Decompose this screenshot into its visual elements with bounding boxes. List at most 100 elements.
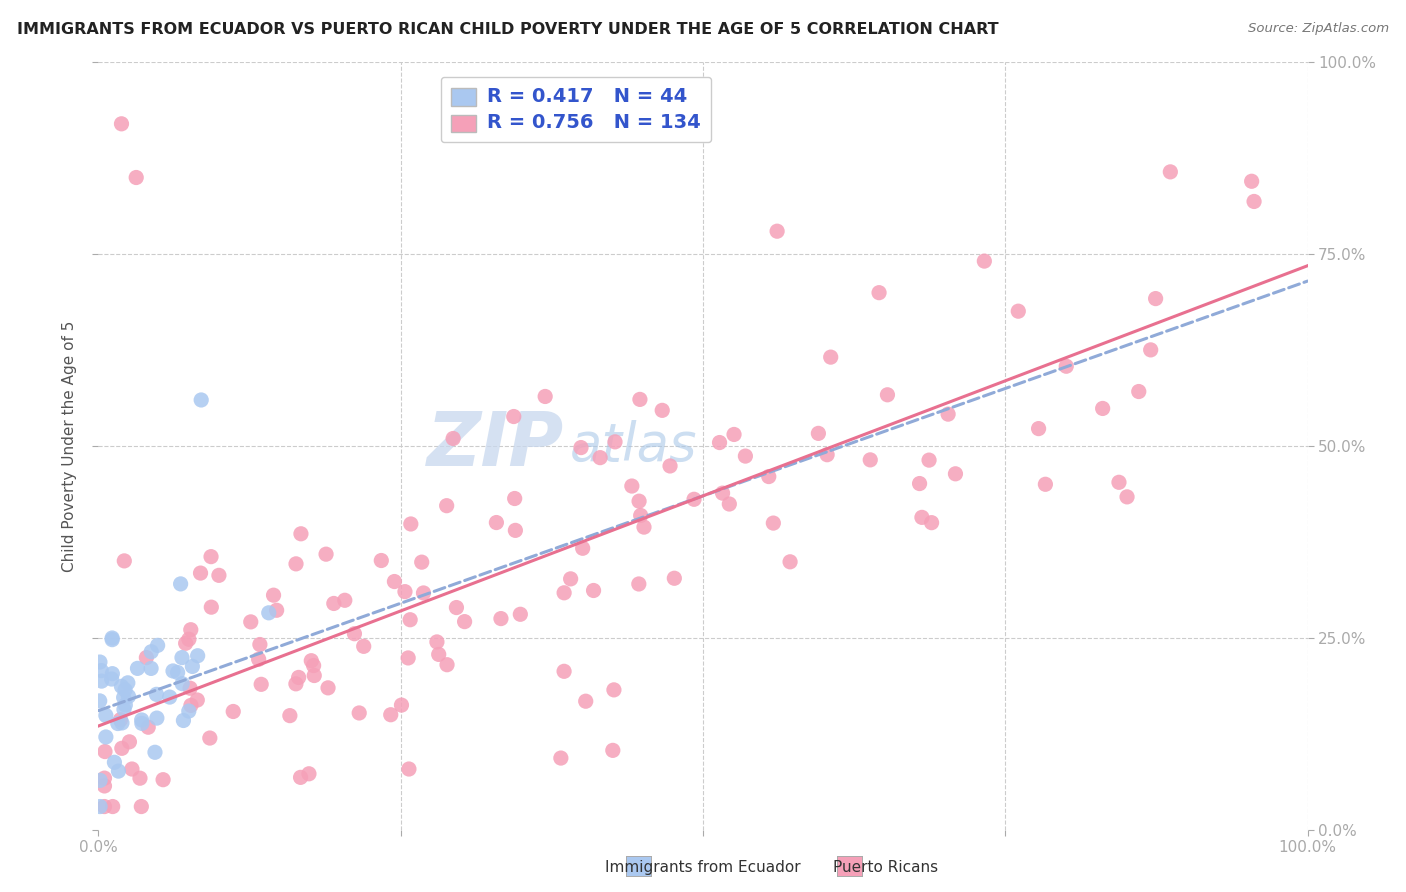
Point [94,708,117,723]
Point [247,652,270,666]
Point [114,682,136,697]
Point [489,611,512,625]
Point [169,577,191,591]
Point [170,650,193,665]
Point [779,555,801,569]
Point [1116,490,1139,504]
Point [107,764,129,778]
Point [249,638,271,652]
Point [112,690,135,705]
Point [628,494,651,508]
Point [1035,477,1057,491]
Point [110,713,132,727]
Point [441,432,464,446]
Point [627,577,650,591]
Point [93,799,115,814]
Point [298,766,321,780]
Point [502,409,524,424]
Text: atlas: atlas [569,420,697,472]
Point [110,679,132,693]
Point [550,751,572,765]
Point [110,117,132,131]
Point [908,476,931,491]
Point [162,664,184,678]
Point [534,389,557,403]
Point [112,702,135,716]
Point [582,583,605,598]
Point [101,799,124,814]
Point [250,677,273,691]
Point [1007,304,1029,318]
Point [299,654,322,668]
Point [620,479,643,493]
Point [131,799,153,814]
Point [723,427,745,442]
Point [553,586,575,600]
Point [766,224,789,238]
Point [347,706,370,720]
Point [446,600,468,615]
Point [602,743,624,757]
Point [257,606,280,620]
Point [114,698,136,712]
Point [569,441,592,455]
Point [117,690,139,704]
Point [131,716,153,731]
Point [180,698,202,713]
Point [200,549,222,564]
Point [485,516,508,530]
Point [391,698,413,712]
Point [333,593,356,607]
Point [302,658,325,673]
Point [436,657,458,672]
Point [152,772,174,787]
Point [125,170,148,185]
Point [859,453,882,467]
Point [266,603,288,617]
Point [815,448,838,462]
Point [112,554,135,568]
Point [200,600,222,615]
Point [177,632,200,647]
Point [159,690,181,704]
Point [304,668,326,682]
Point [287,670,309,684]
Point [734,449,756,463]
Point [709,435,731,450]
Point [93,771,115,785]
Point [398,762,420,776]
Point [411,555,433,569]
Point [1054,359,1077,374]
Point [315,547,337,561]
Point [239,615,262,629]
Point [711,486,734,500]
Point [290,770,312,784]
Point [1139,343,1161,357]
Point [436,499,458,513]
Text: ZIP: ZIP [426,409,564,483]
Point [1028,421,1050,435]
Point [180,623,202,637]
Point [94,745,117,759]
Point [918,453,941,467]
Point [89,655,111,669]
Point [111,715,134,730]
Point [505,524,527,538]
Point [1159,165,1181,179]
Point [186,693,208,707]
Point [589,450,612,465]
Point [146,639,169,653]
Point [651,403,673,417]
Point [921,516,943,530]
Point [762,516,785,530]
Point [141,645,163,659]
Point [1128,384,1150,399]
Point [131,713,153,727]
Point [343,626,366,640]
Point [101,632,124,647]
Text: Puerto Ricans: Puerto Ricans [834,860,938,874]
Point [172,714,194,728]
Point [143,745,166,759]
Text: IMMIGRANTS FROM ECUADOR VS PUERTO RICAN CHILD POVERTY UNDER THE AGE OF 5 CORRELA: IMMIGRANTS FROM ECUADOR VS PUERTO RICAN … [17,22,998,37]
Point [290,526,312,541]
